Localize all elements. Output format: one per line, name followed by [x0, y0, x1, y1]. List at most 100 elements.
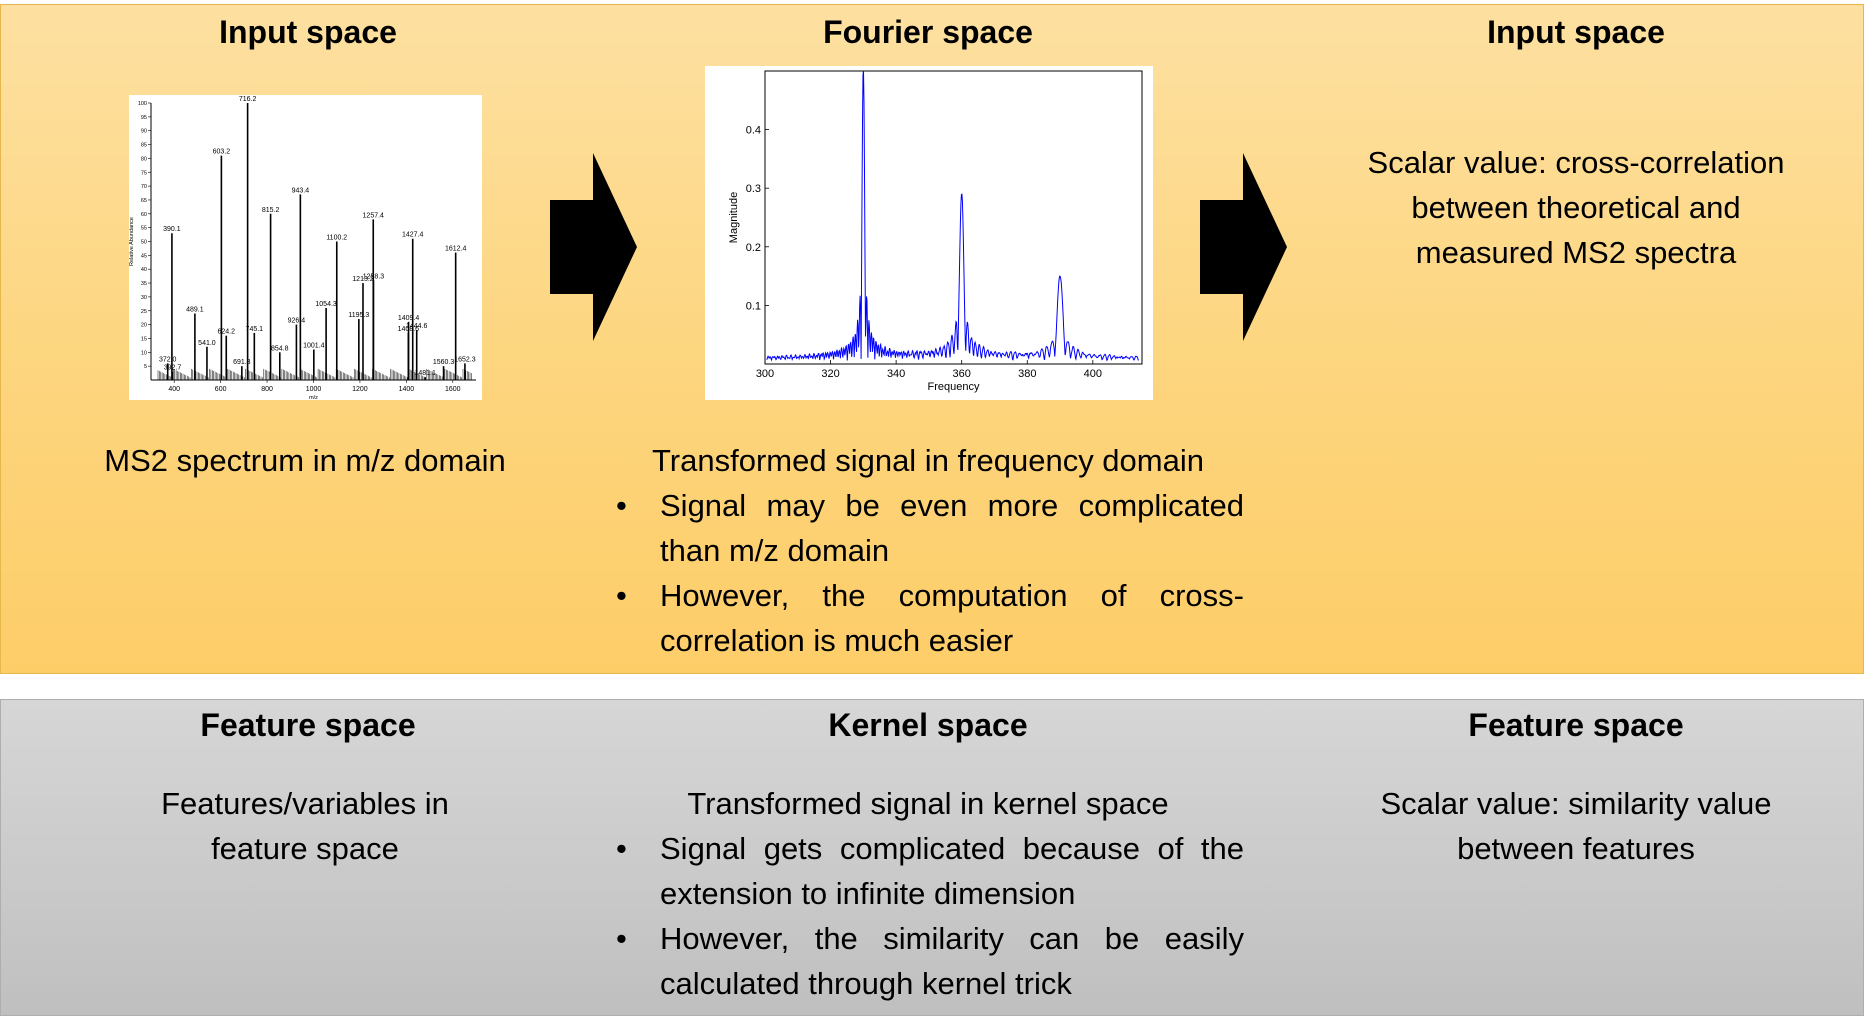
y-tick-label: 10 [141, 350, 147, 356]
peak-label: 489.1 [186, 307, 204, 314]
x-axis-title: m/z [309, 395, 318, 400]
x-tick-label: 300 [756, 368, 774, 380]
input-space-header-left: Input space [219, 14, 397, 50]
bullet-item: • Signal may be even more complicated tha… [612, 483, 1244, 573]
peak-label: 691.3 [233, 359, 251, 366]
y-tick-label: 35 [141, 281, 147, 287]
feature-space-header-left: Feature space [200, 707, 416, 743]
peak-label: 1444.6 [406, 323, 428, 330]
y-tick-label: 95 [141, 115, 147, 121]
x-tick-label: 320 [821, 368, 839, 380]
right-arrow-icon [550, 153, 637, 341]
x-tick-label: 400 [168, 386, 180, 393]
y-tick-label: 5 [144, 364, 147, 370]
peak-label: 603.2 [213, 149, 231, 156]
peak-label: 1258.3 [363, 273, 385, 280]
cross-correlation-caption: Scalar value: cross-correlation between … [1367, 145, 1785, 270]
y-tick-label: 0.2 [746, 242, 761, 254]
x-tick-label: 360 [953, 368, 971, 380]
fourier-space-header: Fourier space [823, 14, 1033, 50]
y-tick-label: 60 [141, 212, 147, 218]
peak-label: 1195.3 [348, 312, 369, 319]
kernel-row-panel [0, 699, 1864, 1016]
y-tick-label: 45 [141, 253, 147, 259]
bullet-dot: • [616, 831, 627, 866]
y-tick-label: 50 [141, 240, 147, 246]
peak-label: 1481.1 [414, 370, 436, 377]
x-tick-label: 400 [1084, 368, 1102, 380]
fourier-spectrum-image: 300 320 340 360 380 400 0.1 0.2 0.3 0.4 Frequency M… [705, 66, 1153, 400]
peak-label: 1427.4 [402, 232, 424, 239]
right-arrow-icon [1200, 153, 1287, 341]
peak-label: 1560.3 [433, 359, 455, 366]
x-tick-label: 380 [1018, 368, 1036, 380]
y-tick-label: 0.1 [746, 300, 761, 312]
bullet-dot: • [616, 921, 627, 956]
y-tick-label: 90 [141, 129, 147, 135]
bullet-item: • However, the computation of cross-corre… [612, 573, 1244, 663]
peak-label: 926.4 [288, 318, 306, 325]
peak-label: 943.4 [292, 187, 310, 194]
x-tick-label: 1200 [352, 386, 368, 393]
feature-space-header-right: Feature space [1468, 707, 1684, 743]
bullet-dot: • [616, 578, 627, 613]
y-tick-label: 15 [141, 336, 147, 342]
y-tick-label: 0.4 [746, 125, 761, 137]
x-tick-label: 1400 [399, 386, 415, 393]
bullet-item: • However, the similarity can be easily c… [612, 916, 1244, 1006]
peak-label: 541.0 [198, 340, 216, 347]
kernel-bullet-list: • Signal gets complicated because of the … [612, 826, 1244, 1006]
peak-label: 745.1 [246, 326, 264, 333]
y-tick-label: 30 [141, 295, 147, 301]
ms2-spectrum-plot: 5 10 15 20 25 30 35 40 45 50 55 60 65 70 75 80 85 90 95 100… [129, 96, 476, 401]
peak-label: 1652.3 [454, 356, 476, 363]
x-tick-label: 340 [887, 368, 905, 380]
peak-label: 716.2 [239, 96, 257, 103]
peak-label: 1257.4 [363, 212, 385, 219]
y-tick-label: 20 [141, 323, 147, 329]
x-tick-label: 1600 [445, 386, 461, 393]
x-tick-label: 800 [261, 386, 273, 393]
y-tick-label: 85 [141, 143, 147, 149]
fourier-caption: Transformed signal in frequency domain [652, 443, 1204, 478]
peak-label: 854.8 [271, 345, 289, 352]
peak-label: 1100.2 [326, 235, 347, 242]
peak-label: 815.2 [262, 207, 280, 214]
y-axis-title: Magnitude [728, 192, 740, 243]
peak-label: 1409.4 [398, 315, 420, 322]
fourier-bullet-list: • Signal may be even more complicated tha… [612, 483, 1244, 663]
input-space-header-right: Input space [1487, 14, 1665, 50]
magnitude-series-line [766, 70, 1139, 362]
peak-label: 1054.3 [315, 301, 337, 308]
y-tick-label: 75 [141, 170, 147, 176]
y-axis-title: Relative Abundance [129, 217, 135, 266]
similarity-caption: Scalar value: similarity value between f… [1380, 786, 1772, 866]
y-tick-label: 70 [141, 184, 147, 190]
y-tick-label: 25 [141, 309, 147, 315]
ms2-spectrum-caption: MS2 spectrum in m/z domain [104, 443, 506, 478]
y-tick-label: 40 [141, 267, 147, 273]
ms2-spectrum-image: 5 10 15 20 25 30 35 40 45 50 55 60 65 70 75 80 85 90 95 100… [129, 95, 482, 401]
peak-label: 1612.4 [445, 246, 467, 253]
fourier-magnitude-plot: 300 320 340 360 380 400 0.1 0.2 0.3 0.4 Frequency M… [728, 70, 1143, 393]
peak-label: 1213.2 [352, 276, 374, 283]
peak-label: 372.0 [159, 356, 177, 363]
y-tick-label: 55 [141, 226, 147, 232]
x-tick-label: 1000 [306, 386, 322, 393]
peak-label: 624.2 [217, 329, 235, 336]
x-tick-label: 600 [215, 386, 227, 393]
y-tick-label: 65 [141, 198, 147, 204]
y-tick-label: 100 [138, 101, 147, 107]
bullet-dot: • [616, 488, 627, 523]
kernel-caption: Transformed signal in kernel space [687, 786, 1169, 821]
bullet-item: • Signal gets complicated because of the … [612, 826, 1244, 916]
peak-label: 390.1 [163, 226, 181, 233]
noise-floor [157, 368, 472, 380]
feature-space-caption: Features/variables in feature space [161, 786, 449, 866]
peak-label: 1001.4 [303, 343, 325, 350]
peak-label: 392.7 [164, 365, 182, 372]
x-axis-title: Frequency [928, 381, 980, 393]
plot-frame [764, 70, 1143, 365]
y-tick-label: 80 [141, 156, 147, 162]
kernel-space-header: Kernel space [828, 707, 1028, 743]
